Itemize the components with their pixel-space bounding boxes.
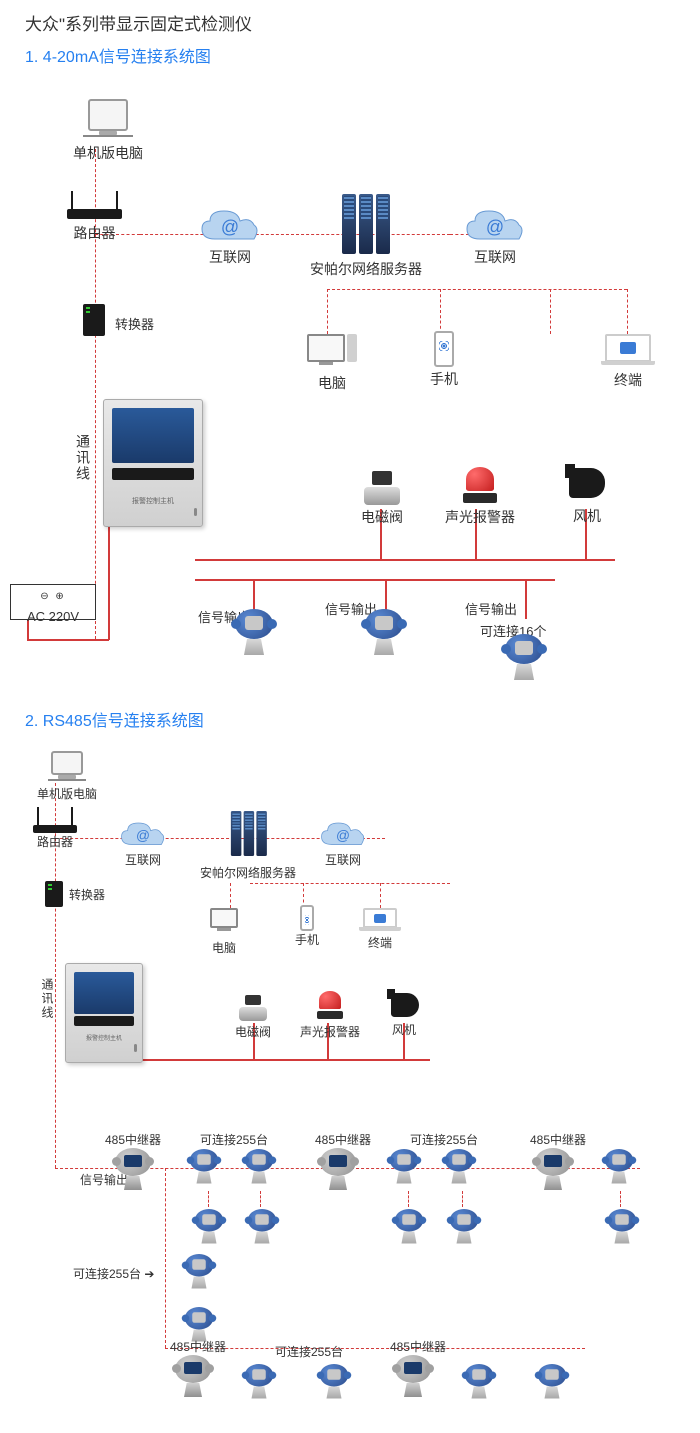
converter-label-2: 转换器 bbox=[69, 886, 105, 903]
detector-2-15 bbox=[460, 1358, 498, 1406]
diagram-rs485: 单机版电脑 路由器 @ 互联网 安帕尔网络服务器 @ 互联网 转换器 电脑 bbox=[25, 743, 675, 1423]
internet-cloud-2b: @ 互联网 bbox=[320, 821, 366, 868]
audible-alarm: 声光报警器 bbox=[445, 467, 515, 527]
router: 路由器 bbox=[67, 209, 122, 243]
solenoid-valve: 电磁阀 bbox=[361, 467, 403, 527]
detector-2-14 bbox=[315, 1358, 353, 1406]
fan-2: 风机 bbox=[387, 989, 421, 1038]
power-box: ⊖ ⊕ AC 220V bbox=[10, 584, 96, 620]
repeater-label-2: 485中继器 bbox=[315, 1131, 371, 1148]
standalone-pc: 单机版电脑 bbox=[73, 99, 143, 163]
signal-out-3: 信号输出 bbox=[465, 599, 517, 618]
detector-2-1 bbox=[185, 1143, 223, 1191]
detector-2 bbox=[365, 609, 403, 657]
repeater-label-1: 485中继器 bbox=[105, 1131, 161, 1148]
page-title: 大众"系列带显示固定式检测仪 bbox=[25, 10, 675, 35]
blower-fan: 风机 bbox=[565, 464, 609, 526]
client-pc: 电脑 bbox=[307, 334, 357, 393]
detector-2-4 bbox=[440, 1143, 478, 1191]
repeater-3 bbox=[535, 1148, 571, 1192]
repeater-1 bbox=[115, 1148, 151, 1192]
detector-2-5 bbox=[600, 1143, 638, 1191]
client-terminal: 终端 bbox=[605, 334, 651, 390]
section1-heading: 1. 4-20mA信号连接系统图 bbox=[25, 43, 675, 67]
svg-text:@: @ bbox=[136, 828, 150, 843]
network-server-2: 安帕尔网络服务器 bbox=[200, 811, 296, 881]
detector-2-13 bbox=[240, 1358, 278, 1406]
internet-cloud-2: @ 互联网 bbox=[465, 209, 525, 267]
repeater-5 bbox=[395, 1355, 431, 1399]
repeater-4 bbox=[175, 1355, 211, 1399]
connect255-arrow: 可连接255台 ➔ bbox=[73, 1265, 154, 1282]
repeater-label-4: 485中继器 bbox=[170, 1338, 226, 1355]
svg-text:@: @ bbox=[486, 217, 504, 237]
client-phone: 手机 bbox=[430, 331, 458, 389]
detector-2-16 bbox=[533, 1358, 571, 1406]
standalone-pc-2: 单机版电脑 bbox=[37, 751, 97, 802]
client-phone-2: 手机 bbox=[295, 905, 319, 948]
converter bbox=[83, 304, 105, 336]
network-server: 安帕尔网络服务器 bbox=[310, 194, 422, 279]
control-box-2: 报警控制主机 bbox=[65, 963, 143, 1063]
router-2: 路由器 bbox=[33, 825, 77, 850]
converter-label: 转换器 bbox=[115, 314, 154, 333]
comm-line-label: 通讯线 bbox=[73, 434, 93, 482]
control-box: 报警控制主机 bbox=[103, 399, 203, 527]
internet-cloud-1: @ 互联网 bbox=[200, 209, 260, 267]
alarm-2: 声光报警器 bbox=[300, 991, 360, 1040]
repeater-label-3: 485中继器 bbox=[530, 1131, 586, 1148]
detector-2-3 bbox=[385, 1143, 423, 1191]
detector-2-9 bbox=[445, 1203, 483, 1251]
valve-2: 电磁阀 bbox=[235, 991, 271, 1040]
detector-1 bbox=[235, 609, 273, 657]
detector-2-6 bbox=[190, 1203, 228, 1251]
converter-2 bbox=[45, 881, 63, 907]
comm-line-label-2: 通讯线 bbox=[39, 978, 56, 1020]
internet-cloud-2a: @ 互联网 bbox=[120, 821, 166, 868]
detector-2-2 bbox=[240, 1143, 278, 1191]
svg-text:@: @ bbox=[221, 217, 239, 237]
detector-2-8 bbox=[390, 1203, 428, 1251]
detector-3 bbox=[505, 634, 543, 682]
repeater-label-5: 485中继器 bbox=[390, 1338, 446, 1355]
repeater-2 bbox=[320, 1148, 356, 1192]
client-pc-2: 电脑 bbox=[210, 908, 238, 956]
detector-2-10 bbox=[603, 1203, 641, 1251]
detector-2-11 bbox=[180, 1248, 218, 1296]
svg-text:@: @ bbox=[336, 828, 350, 843]
detector-2-7 bbox=[243, 1203, 281, 1251]
section2-heading: 2. RS485信号连接系统图 bbox=[25, 707, 675, 731]
diagram-4-20ma: 单机版电脑 路由器 @ 互联网 安帕尔网络服务器 @ 互联网 转换器 电脑 bbox=[25, 79, 675, 699]
client-terminal-2: 终端 bbox=[363, 908, 397, 951]
